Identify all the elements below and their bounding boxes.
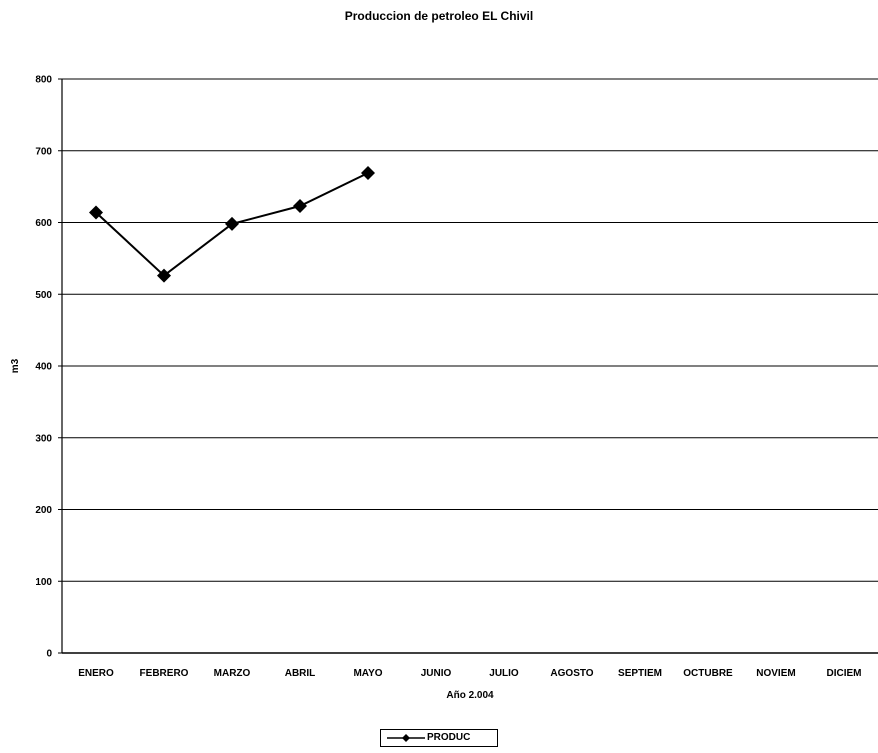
y-tick-label: 800 — [35, 75, 52, 86]
y-axis-title: m3 — [10, 358, 21, 373]
data-point — [89, 205, 103, 220]
x-tick-label: OCTUBRE — [683, 668, 733, 679]
legend: PRODUC — [380, 729, 498, 747]
y-tick-label: 100 — [35, 577, 52, 588]
x-axis-title: Año 2.004 — [446, 690, 494, 701]
data-point — [157, 268, 171, 283]
x-tick-label: ABRIL — [285, 668, 316, 679]
y-tick-label: 400 — [35, 362, 52, 373]
y-tick-label: 200 — [35, 505, 52, 516]
x-tick-label: FEBRERO — [140, 668, 189, 679]
y-tick-label: 0 — [46, 649, 52, 660]
x-tick-label: JUNIO — [421, 668, 452, 679]
x-tick-label: MARZO — [214, 668, 251, 679]
y-tick-label: 700 — [35, 146, 52, 157]
x-tick-label: JULIO — [489, 668, 519, 679]
y-tick-label: 300 — [35, 433, 52, 444]
x-tick-label: MAYO — [353, 668, 382, 679]
data-point — [225, 216, 239, 231]
y-tick-label: 500 — [35, 290, 52, 301]
x-tick-label: ENERO — [78, 668, 114, 679]
y-tick-label: 600 — [35, 218, 52, 229]
data-point — [293, 198, 307, 213]
data-point — [361, 165, 375, 180]
legend-label: PRODUC — [427, 732, 471, 743]
x-tick-label: DICIEM — [827, 668, 862, 679]
x-tick-label: AGOSTO — [550, 668, 593, 679]
x-tick-label: NOVIEM — [756, 668, 795, 679]
x-tick-label: SEPTIEM — [618, 668, 662, 679]
chart-title: Produccion de petroleo EL Chivil — [344, 9, 534, 23]
legend-swatch — [387, 734, 425, 742]
